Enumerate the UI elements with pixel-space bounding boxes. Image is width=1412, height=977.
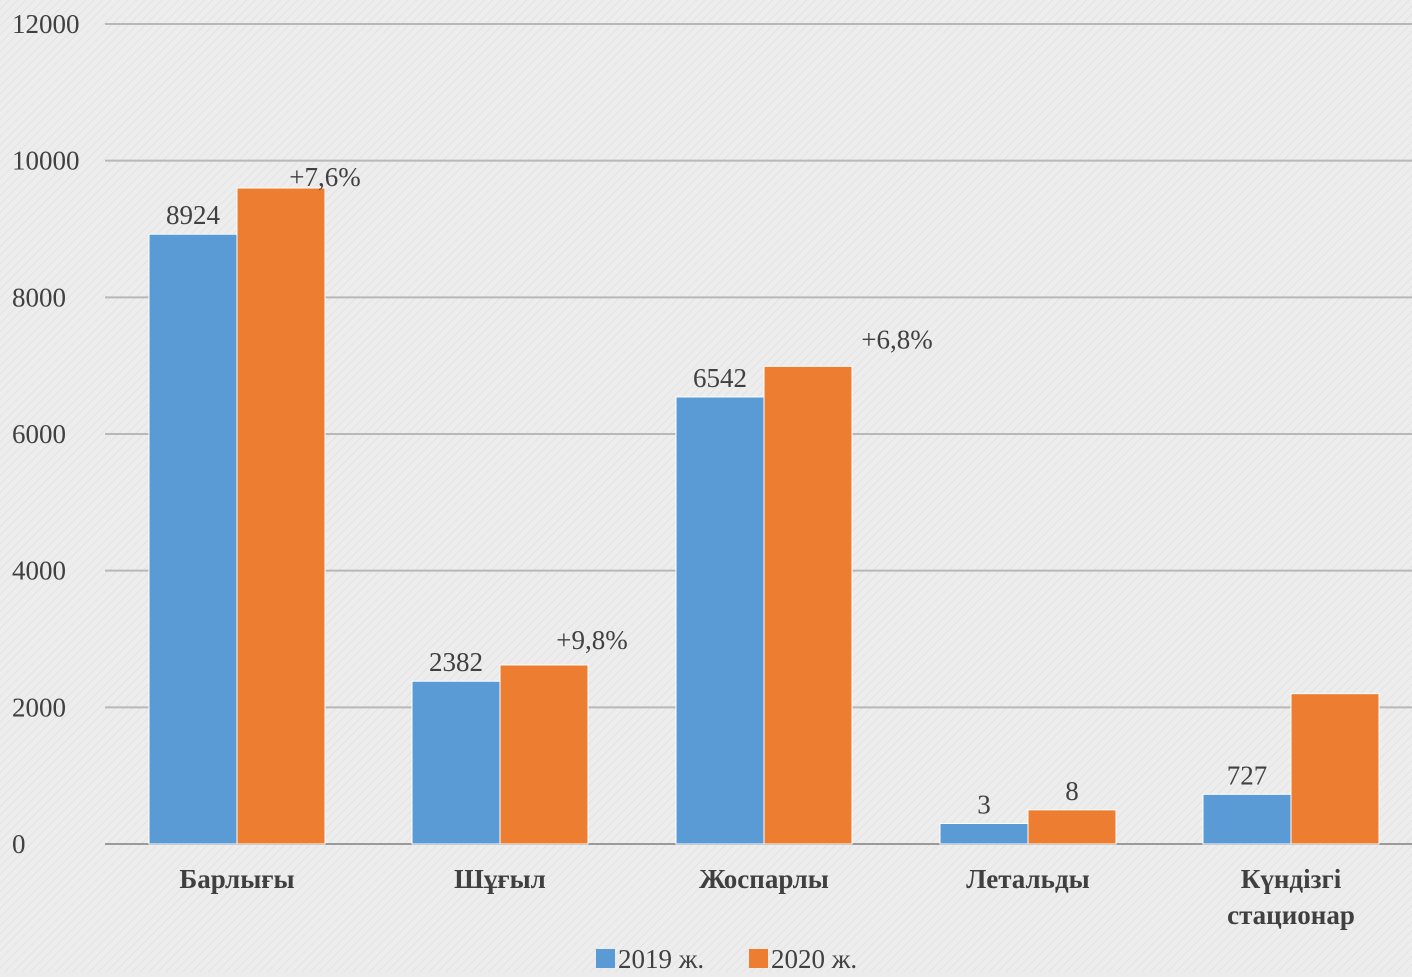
change-annotation: +6,8% bbox=[861, 324, 932, 354]
legend-label: 2020 ж. bbox=[771, 944, 857, 972]
bar-2019-4 bbox=[1202, 793, 1292, 845]
y-tick-label: 4000 bbox=[12, 556, 66, 586]
y-tick-label: 2000 bbox=[12, 692, 66, 722]
data-label: 727 bbox=[1227, 760, 1268, 790]
x-axis-categories: Барлығы Шұғыл Жоспарлы Летальды Күндізгі стац… bbox=[179, 864, 1355, 930]
bars bbox=[148, 187, 1380, 845]
y-tick-label: 12000 bbox=[12, 9, 80, 39]
bar-2020-2 bbox=[763, 365, 853, 845]
data-label: 6542 bbox=[693, 363, 747, 393]
legend-swatch-1 bbox=[749, 949, 768, 968]
bar-2020-4 bbox=[1290, 693, 1380, 845]
y-axis-ticks: 0 2000 4000 6000 8000 10000 12000 bbox=[12, 9, 80, 859]
bar-2019-1 bbox=[411, 680, 501, 845]
bar-2019-0 bbox=[148, 233, 238, 845]
data-label: 8 bbox=[1065, 776, 1079, 806]
category-label: Барлығы bbox=[179, 864, 294, 894]
bar-2019-3 bbox=[939, 823, 1029, 845]
legend-swatch-0 bbox=[596, 949, 615, 968]
data-label: 8924 bbox=[166, 200, 221, 230]
legend-label: 2019 ж. bbox=[618, 944, 704, 972]
bar-2019-2 bbox=[675, 396, 765, 845]
change-annotation: +7,6% bbox=[289, 162, 360, 192]
y-tick-label: 8000 bbox=[12, 282, 66, 312]
data-label: 2382 bbox=[429, 647, 483, 677]
bar-2020-3 bbox=[1027, 809, 1117, 845]
y-tick-label: 10000 bbox=[12, 146, 80, 176]
legend: 2019 ж. 2020 ж. bbox=[596, 944, 857, 974]
bar-2020-1 bbox=[499, 664, 589, 845]
y-tick-label: 6000 bbox=[12, 419, 66, 449]
data-label: 3 bbox=[977, 790, 991, 820]
bar-2020-0 bbox=[236, 187, 326, 845]
category-label: стационар bbox=[1227, 900, 1355, 930]
category-label: Күндізгі bbox=[1241, 864, 1342, 894]
data-labels: 8924 2382 6542 3 727 8 +7,6% +9,8% +6,8% bbox=[166, 162, 1267, 820]
change-annotation: +9,8% bbox=[556, 625, 627, 655]
y-tick-label: 0 bbox=[12, 829, 26, 859]
category-label: Шұғыл bbox=[454, 864, 546, 894]
category-label: Жоспарлы bbox=[699, 864, 829, 894]
category-label: Летальды bbox=[966, 864, 1089, 894]
